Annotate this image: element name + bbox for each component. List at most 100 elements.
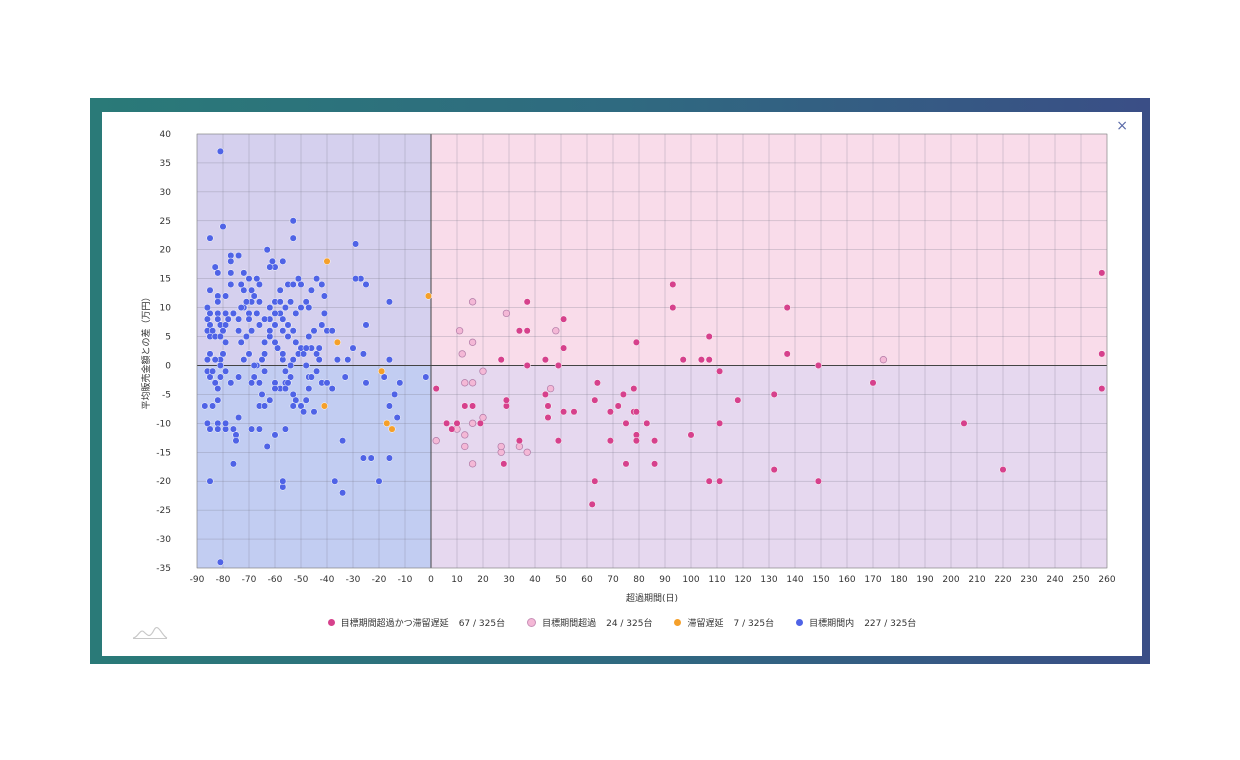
data-point: [783, 350, 791, 358]
data-point: [606, 437, 614, 445]
data-point: [554, 437, 562, 445]
data-point: [606, 408, 614, 416]
data-point: [1098, 385, 1106, 393]
data-point: [216, 361, 224, 370]
scatter-chart: -90 -80 -70 -60 -50 -40 -30 -20 -10 0 10 20 30 40 50 60…: [140, 130, 1116, 604]
legend-item[interactable]: 目標期間内 227 / 325台: [796, 616, 916, 629]
data-point: [203, 315, 211, 323]
y-tick-label: -5: [162, 390, 171, 400]
data-point: [305, 332, 313, 341]
x-tick-label: -40: [320, 575, 335, 585]
data-point: [432, 385, 440, 393]
data-point: [245, 275, 253, 283]
data-point: [235, 327, 243, 335]
data-point: [388, 425, 396, 433]
data-point: [320, 402, 328, 410]
data-point: [245, 315, 253, 323]
data-point: [497, 442, 505, 451]
data-point: [622, 460, 630, 468]
data-point: [253, 275, 261, 283]
y-tick-label: 25: [160, 217, 171, 227]
x-tick-label: 260: [1098, 575, 1115, 585]
data-point: [245, 350, 253, 358]
data-point: [248, 286, 256, 294]
plot-border: [196, 133, 1108, 569]
x-tick-label: 110: [708, 575, 725, 585]
data-point: [783, 304, 791, 312]
data-point: [313, 367, 321, 375]
data-point: [391, 390, 399, 398]
data-point: [281, 304, 289, 312]
data-point: [461, 379, 469, 387]
data-point: [960, 419, 968, 427]
data-point: [279, 315, 287, 323]
x-tick-label: 240: [1046, 575, 1063, 585]
data-point: [203, 304, 211, 312]
data-point: [292, 338, 300, 346]
data-point: [255, 298, 263, 306]
data-point: [814, 361, 822, 370]
x-tick-label: 100: [682, 575, 699, 585]
data-point: [261, 402, 269, 410]
data-point: [214, 385, 222, 393]
data-point: [224, 315, 232, 323]
data-point: [705, 356, 713, 364]
data-point: [359, 350, 367, 358]
data-point: [362, 321, 370, 329]
modal-frame: × -90 -80 -70 -60 -50 -40 -30 -20 -10 0 10 20 30 40 50…: [90, 98, 1150, 664]
data-point: [380, 373, 388, 381]
data-point: [315, 344, 323, 352]
data-point: [734, 396, 742, 404]
data-point: [279, 327, 287, 335]
data-point: [211, 263, 219, 271]
data-point: [385, 402, 393, 410]
data-point: [250, 292, 258, 300]
data-point: [669, 280, 677, 289]
data-point: [333, 338, 341, 346]
data-point: [289, 280, 297, 289]
data-point: [222, 338, 230, 346]
x-tick-label: 190: [916, 575, 933, 585]
legend-label: 目標期間内: [809, 619, 855, 629]
data-point: [523, 327, 531, 335]
legend-item[interactable]: 目標期間超過かつ滞留遅延 67 / 325台: [327, 616, 506, 629]
data-point: [468, 419, 477, 427]
data-point: [302, 396, 310, 404]
data-point: [307, 373, 315, 381]
data-point: [331, 477, 339, 485]
data-point: [222, 419, 230, 427]
data-point: [266, 263, 274, 271]
data-point: [289, 327, 297, 335]
x-tick-label: 250: [1072, 575, 1089, 585]
data-point: [1098, 269, 1106, 277]
data-point: [393, 413, 401, 422]
data-point: [591, 396, 599, 404]
legend-item[interactable]: 目標期間超過 24 / 325台: [527, 616, 652, 629]
legend-count: 227 / 325台: [864, 619, 917, 629]
legend-item[interactable]: 滞留遅延 7 / 325台: [674, 616, 774, 629]
x-tick-label: 50: [555, 575, 567, 585]
x-tick-label: 200: [942, 575, 959, 585]
data-point: [216, 147, 224, 155]
close-icon[interactable]: ×: [1116, 118, 1128, 134]
data-point: [432, 437, 440, 445]
legend-count: 24 / 325台: [606, 619, 653, 629]
data-point: [255, 425, 263, 433]
x-tick-label: -90: [190, 575, 205, 585]
data-point: [468, 338, 477, 346]
data-point: [211, 379, 219, 387]
data-point: [297, 304, 305, 312]
data-point: [500, 460, 508, 468]
legend-count: 67 / 325台: [458, 619, 506, 629]
y-tick-label: 40: [160, 130, 172, 140]
legend-marker: [674, 619, 682, 626]
data-point: [352, 275, 360, 283]
data-point: [279, 477, 287, 485]
data-point: [219, 350, 227, 358]
data-point: [546, 384, 555, 393]
x-tick-label: -60: [268, 575, 283, 585]
data-point: [632, 408, 640, 416]
data-point: [206, 425, 214, 433]
x-tick-label: 210: [968, 575, 985, 585]
data-point: [227, 379, 235, 387]
